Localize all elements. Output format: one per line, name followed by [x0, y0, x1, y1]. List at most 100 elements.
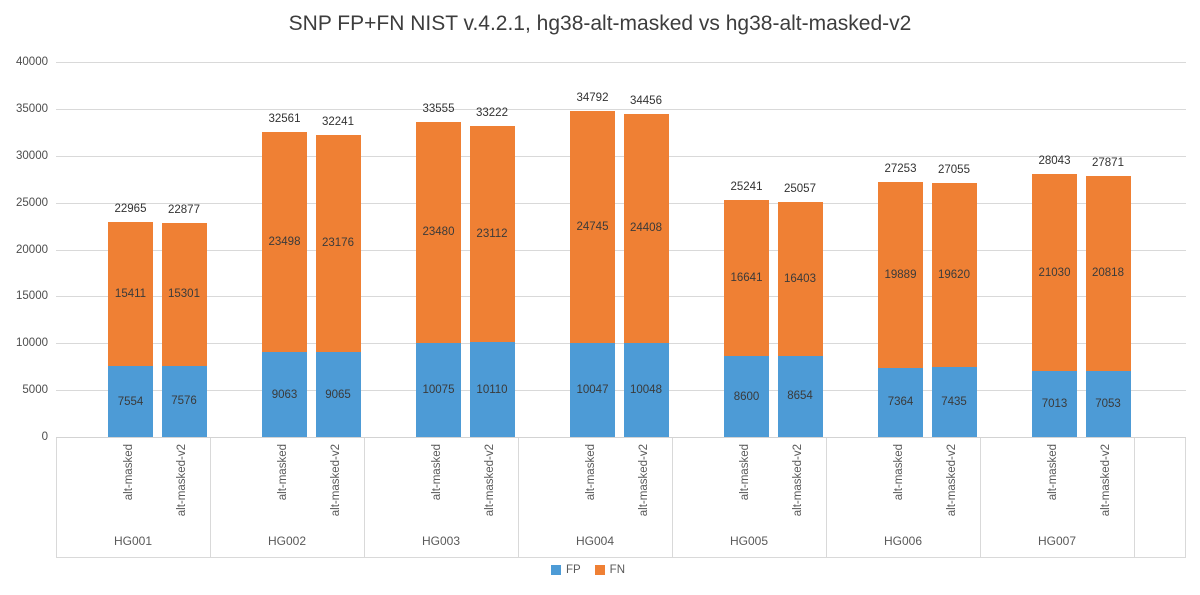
fn-bar-segment: 23498 [262, 131, 307, 353]
fp-bar-segment: 7576 [161, 365, 207, 437]
gridline [56, 249, 1186, 251]
fn-bar-segment: 19620 [931, 183, 977, 368]
subcategory-label: alt-masked-v2 [946, 444, 958, 517]
gridline [56, 155, 1186, 157]
fp-bar-segment: 8600 [724, 356, 769, 437]
y-axis-tick-label: 20000 [16, 243, 48, 256]
category-label: HG002 [267, 534, 307, 548]
total-data-label: 33222 [476, 106, 508, 119]
gridline [56, 343, 1186, 345]
fp-bar-segment: 9065 [315, 352, 361, 437]
subcategory-label: alt-masked-v2 [330, 444, 342, 517]
category-separator [210, 438, 211, 557]
fn-bar-segment: 24408 [623, 113, 669, 343]
subcategory-label: alt-masked-v2 [638, 444, 650, 517]
fp-bar-segment: 10048 [623, 342, 669, 437]
gridline [56, 62, 1186, 63]
y-axis-tick-label: 10000 [16, 337, 48, 350]
total-data-label: 25241 [730, 181, 763, 194]
legend-entry: FP [550, 564, 581, 576]
total-data-label: 27055 [938, 164, 970, 177]
category-label: HG001 [113, 534, 153, 548]
category-separator [1134, 438, 1135, 557]
fp-bar-segment: 9063 [262, 352, 307, 437]
stacked-bar: 32561 23498 9063 [262, 113, 307, 437]
subcategory-label: alt-masked [892, 444, 905, 501]
category-separator [826, 438, 827, 557]
stacked-bar: 22877 15301 7576 [161, 204, 207, 437]
stacked-bar: 22965 15411 7554 [108, 203, 153, 437]
category-separator [672, 438, 673, 557]
category-separator [364, 438, 365, 557]
fn-bar-segment: 16641 [724, 200, 769, 357]
category-separator [518, 438, 519, 557]
total-data-label: 34456 [630, 94, 662, 107]
subcategory-label: alt-masked-v2 [176, 444, 188, 517]
fn-bar-segment: 23176 [315, 134, 361, 353]
fn-bar-segment: 19889 [878, 181, 923, 368]
category-label: HG003 [421, 534, 461, 548]
fp-bar-segment: 7364 [878, 367, 923, 437]
y-axis-tick-label: 15000 [16, 290, 48, 303]
stacked-bar: 34456 24408 10048 [623, 95, 669, 437]
category-separator [980, 438, 981, 557]
fp-bar-segment: 10110 [469, 342, 515, 437]
legend-swatch-icon [594, 565, 605, 575]
fn-bar-segment: 23112 [469, 125, 515, 343]
fn-bar-segment: 21030 [1032, 174, 1077, 372]
stacked-bar: 25241 16641 8600 [724, 181, 769, 437]
gridline [56, 390, 1186, 392]
fp-bar-segment: 7013 [1032, 371, 1077, 437]
y-axis-tick-label: 35000 [16, 102, 48, 115]
fp-bar-segment: 10075 [416, 342, 461, 437]
legend-swatch-icon [550, 565, 561, 575]
stacked-bar: 32241 23176 9065 [315, 116, 361, 437]
stacked-bar: 27871 20818 7053 [1085, 157, 1131, 437]
y-axis-tick-label: 25000 [16, 196, 48, 209]
fp-bar-segment: 8654 [777, 355, 823, 437]
stacked-bar: 27055 19620 7435 [931, 164, 977, 437]
plot-area: 22965 15411 7554 22877 15301 7576 32561 23498 90… [56, 62, 1186, 437]
gridline [56, 296, 1186, 298]
chart-title: SNP FP+FN NIST v.4.2.1, hg38-alt-masked … [288, 12, 912, 35]
category-separator [1185, 438, 1186, 557]
y-axis-tick-label: 0 [41, 431, 48, 443]
legend-label: FP [565, 564, 581, 576]
total-data-label: 33555 [422, 103, 455, 116]
subcategory-label: alt-masked [276, 444, 289, 501]
stacked-bar: 27253 19889 7364 [878, 163, 923, 437]
total-data-label: 27253 [884, 162, 917, 175]
stacked-bar: 33222 23112 10110 [469, 107, 515, 437]
legend: FP FN [0, 564, 1176, 576]
subcategory-label: alt-masked [584, 444, 597, 501]
y-axis-tick-label: 30000 [16, 149, 48, 162]
total-data-label: 22877 [168, 203, 200, 216]
stacked-bar: 34792 24745 10047 [570, 92, 615, 437]
total-data-label: 22965 [114, 202, 147, 215]
legend-entry: FN [594, 564, 625, 576]
total-data-label: 25057 [784, 183, 816, 196]
total-data-label: 32241 [322, 115, 354, 128]
subcategory-label: alt-masked [738, 444, 751, 501]
stacked-bar: 28043 21030 7013 [1032, 155, 1077, 437]
gridline [56, 202, 1186, 204]
fn-bar-segment: 15301 [161, 222, 207, 366]
fn-bar-segment: 20818 [1085, 175, 1131, 371]
subcategory-label: alt-masked-v2 [1100, 444, 1112, 517]
fp-bar-segment: 7554 [108, 366, 153, 437]
y-axis-tick-label: 5000 [22, 384, 48, 397]
fn-bar-segment: 16403 [777, 202, 823, 356]
subcategory-label: alt-masked-v2 [484, 444, 496, 517]
subcategory-label: alt-masked-v2 [792, 444, 804, 517]
total-data-label: 34792 [576, 91, 609, 104]
stacked-bar: 25057 16403 8654 [777, 183, 823, 437]
total-data-label: 32561 [268, 112, 301, 125]
fn-bar-segment: 23480 [416, 122, 461, 343]
fp-bar-segment: 7435 [931, 367, 977, 437]
gridline [56, 108, 1186, 110]
category-axis: alt-masked alt-masked-v2 HG001 alt-masked al… [56, 437, 1186, 558]
subcategory-label: alt-masked [122, 444, 135, 501]
fn-bar-segment: 15411 [108, 221, 153, 367]
fp-bar-segment: 7053 [1085, 370, 1131, 437]
